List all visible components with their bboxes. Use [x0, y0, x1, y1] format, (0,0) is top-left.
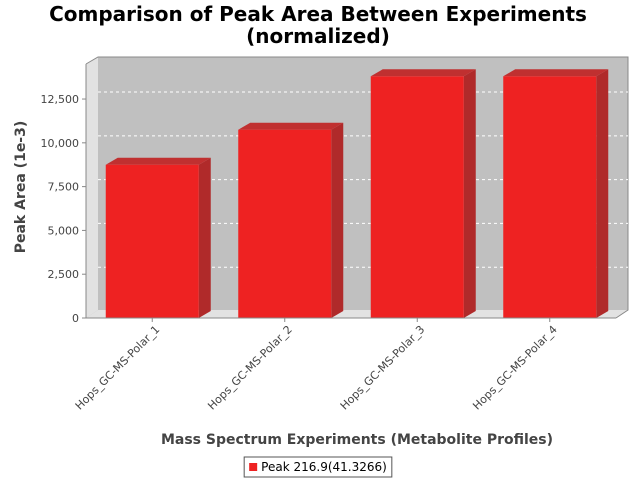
x-tick-label: Hops_GC-MS-Polar_1	[73, 323, 163, 413]
y-axis-ticks: 0 2,500 5,000 7,500 10,000 12,500	[41, 93, 86, 325]
bar-front	[370, 76, 464, 318]
y-tick-label: 5,000	[48, 224, 80, 237]
x-axis-ticks: Hops_GC-MS-Polar_1 Hops_GC-MS-Polar_2 Hops…	[73, 318, 560, 412]
bars	[105, 69, 609, 318]
plot-area	[86, 57, 628, 318]
y-tick-label: 2,500	[48, 268, 80, 281]
bar	[503, 69, 609, 318]
y-axis-title: Peak Area (1e-3)	[13, 121, 29, 254]
y-tick-label: 0	[72, 312, 79, 325]
x-tick-label: Hops_GC-MS-Polar_3	[338, 323, 428, 413]
x-tick-label: Hops_GC-MS-Polar_4	[470, 323, 560, 413]
bar-side	[596, 69, 609, 318]
bar-top	[238, 122, 344, 130]
chart-subtitle: (normalized)	[246, 24, 390, 48]
y-tick-label: 12,500	[41, 93, 80, 106]
bar-side	[331, 122, 344, 318]
chart-title: Comparison of Peak Area Between Experime…	[49, 2, 587, 26]
bar-side	[463, 69, 476, 318]
bar	[370, 69, 476, 318]
y-tick-label: 7,500	[48, 181, 80, 194]
bar-top	[370, 69, 476, 77]
legend-label: Peak 216.9(41.3266)	[261, 460, 387, 474]
bar-top	[503, 69, 609, 77]
bar-front	[238, 129, 332, 318]
legend: Peak 216.9(41.3266)	[243, 456, 393, 478]
bar-front	[503, 76, 597, 318]
grid-lines	[98, 91, 628, 268]
bar-side	[198, 157, 211, 318]
x-axis-title: Mass Spectrum Experiments (Metabolite Pr…	[161, 432, 553, 448]
y-tick-label: 10,000	[41, 137, 80, 150]
bar	[105, 157, 211, 318]
legend-box	[243, 456, 393, 478]
plot-border	[85, 56, 629, 319]
bar-top	[105, 157, 211, 165]
plot-floor	[86, 310, 628, 318]
bar-front	[105, 164, 199, 318]
legend-swatch	[249, 463, 258, 471]
x-tick-label: Hops_GC-MS-Polar_2	[205, 323, 295, 413]
bar	[238, 122, 344, 318]
plot-left-wall	[86, 57, 98, 318]
